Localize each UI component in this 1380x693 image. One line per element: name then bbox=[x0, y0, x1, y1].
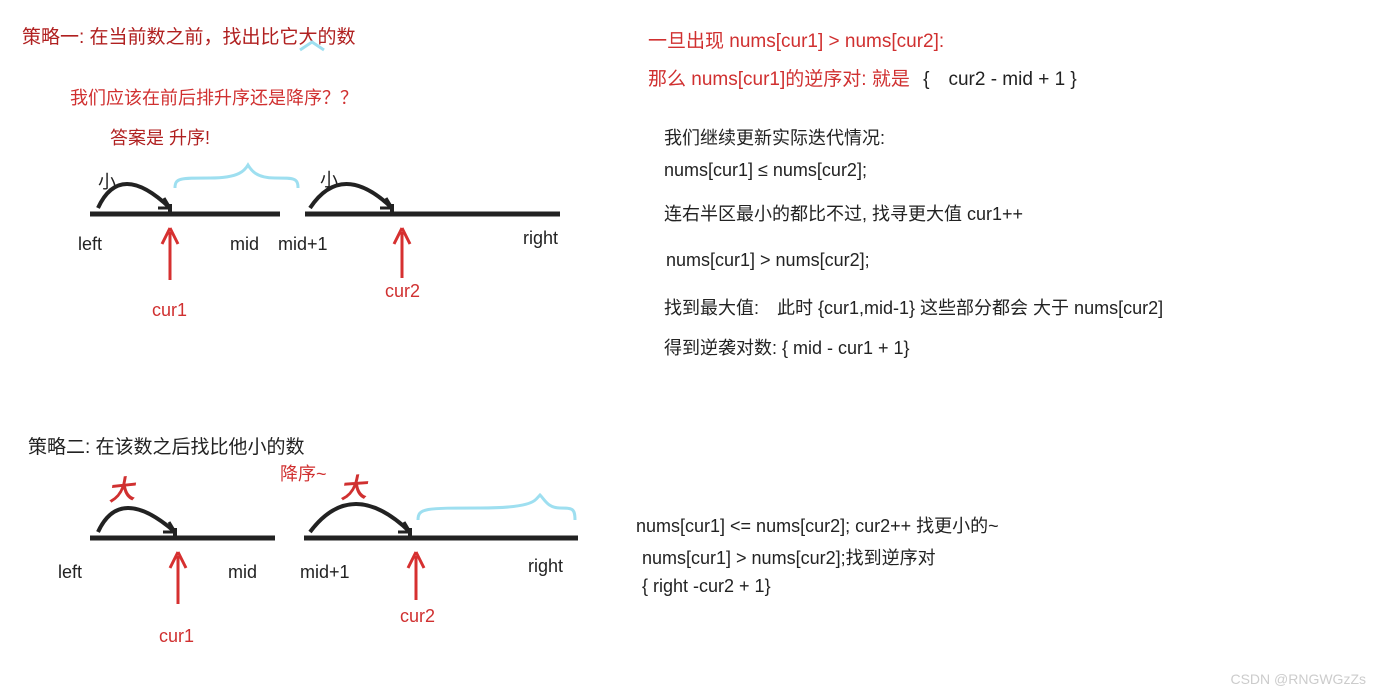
strategy1-answer: 答案是 升序! bbox=[110, 124, 210, 150]
s1r-line5: 连右半区最小的都比不过, 找寻更大值 cur1++ bbox=[664, 200, 1023, 226]
s1r-line4: nums[cur1] ≤ nums[cur2]; bbox=[664, 160, 867, 181]
label-mid-1: mid bbox=[230, 234, 259, 255]
s1r-line2b: { cur2 - mid + 1 } bbox=[923, 69, 1077, 90]
label-cur2-1: cur2 bbox=[385, 281, 420, 302]
label-cur1-1: cur1 bbox=[152, 300, 187, 321]
label-left-2: left bbox=[58, 562, 82, 583]
s2r-line1: nums[cur1] <= nums[cur2]; cur2++ 找更小的~ bbox=[636, 512, 999, 538]
label-left-1: left bbox=[78, 234, 102, 255]
label-mid-2: mid bbox=[228, 562, 257, 583]
s1r-line1: 一旦出现 nums[cur1] > nums[cur2]: bbox=[648, 26, 944, 53]
label-midplus-1: mid+1 bbox=[278, 234, 328, 255]
label-cur1-2: cur1 bbox=[159, 626, 194, 647]
label-cur2-2: cur2 bbox=[400, 606, 435, 627]
underline-triangle-icon bbox=[298, 40, 326, 52]
s1r-line8: 得到逆袭对数: { mid - cur1 + 1} bbox=[664, 334, 910, 360]
label-midplus-2: mid+1 bbox=[300, 562, 350, 583]
strategy2-title: 策略二: 在该数之后找比他小的数 bbox=[28, 432, 305, 459]
s1r-line3: 我们继续更新实际迭代情况: bbox=[664, 124, 885, 150]
s1r-line2a: 那么 nums[cur1]的逆序对: 就是 bbox=[648, 69, 910, 90]
s2r-line3: { right -cur2 + 1} bbox=[642, 576, 771, 597]
strategy2-diagram bbox=[80, 460, 600, 640]
s2r-line2: nums[cur1] > nums[cur2];找到逆序对 bbox=[642, 544, 936, 570]
label-right-2: right bbox=[528, 556, 563, 577]
watermark: CSDN @RNGWGzZs bbox=[1230, 671, 1366, 687]
s1r-line7: 找到最大值: 此时 {cur1,mid-1} 这些部分都会 大于 nums[cu… bbox=[664, 294, 1163, 320]
s1r-line6: nums[cur1] > nums[cur2]; bbox=[666, 250, 870, 271]
label-right-1: right bbox=[523, 228, 558, 249]
strategy1-question: 我们应该在前后排升序还是降序？？ bbox=[70, 84, 358, 110]
s1r-line2: 那么 nums[cur1]的逆序对: 就是 { cur2 - mid + 1 } bbox=[648, 64, 1077, 91]
